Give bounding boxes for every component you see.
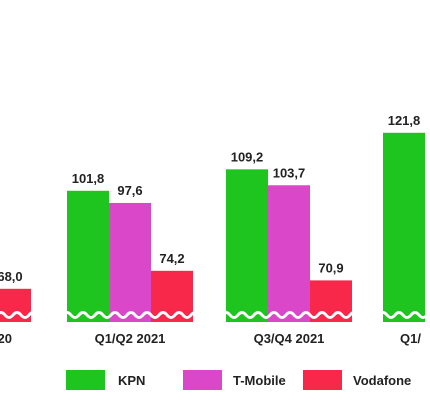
- legend-label-t-mobile: T-Mobile: [233, 373, 286, 388]
- bar-kpn-1: [67, 190, 109, 322]
- category-label-2: Q3/Q4 2021: [254, 331, 325, 346]
- category-label-0: 20: [0, 331, 12, 346]
- legend-label-vodafone: Vodafone: [353, 373, 412, 388]
- bar-vodafone-1: [151, 270, 193, 322]
- axis-break-3: [377, 311, 430, 319]
- axis-break-1: [61, 311, 201, 319]
- axis-break-layer: [0, 311, 430, 319]
- value-label-kpn-2: 109,2: [231, 149, 264, 164]
- bars-layer: [0, 132, 425, 322]
- value-label-t-mobile-1: 97,6: [117, 183, 142, 198]
- category-labels: 20 Q1/Q2 2021 Q3/Q4 2021 Q1/: [0, 331, 421, 346]
- axis-break-0: [0, 311, 39, 319]
- value-label-kpn-1: 101,8: [72, 171, 105, 186]
- bar-kpn-3: [383, 132, 425, 322]
- labels-layer: 68,0 101,8 97,6 74,2 109,2 103,7 70,9 121,8: [0, 113, 420, 284]
- category-label-3: Q1/: [400, 331, 421, 346]
- category-label-1: Q1/Q2 2021: [95, 331, 166, 346]
- axis-break-2: [220, 311, 360, 319]
- bar-t-mobile-1: [109, 202, 151, 322]
- value-label-vodafone-2: 70,9: [318, 260, 343, 275]
- legend-swatch-t-mobile: [183, 370, 222, 390]
- bar-t-mobile-2: [268, 185, 310, 322]
- value-label-kpn-3: 121,8: [388, 113, 421, 128]
- value-label-t-mobile-2: 103,7: [273, 165, 306, 180]
- legend-swatch-vodafone: [303, 370, 342, 390]
- bar-kpn-2: [226, 169, 268, 322]
- value-label-vodafone-1: 74,2: [159, 251, 184, 266]
- legend-swatch-kpn: [66, 370, 105, 390]
- value-label-vodafone-0: 68,0: [0, 269, 23, 284]
- legend-label-kpn: KPN: [118, 373, 146, 388]
- legend: KPN T-Mobile Vodafone: [0, 366, 430, 396]
